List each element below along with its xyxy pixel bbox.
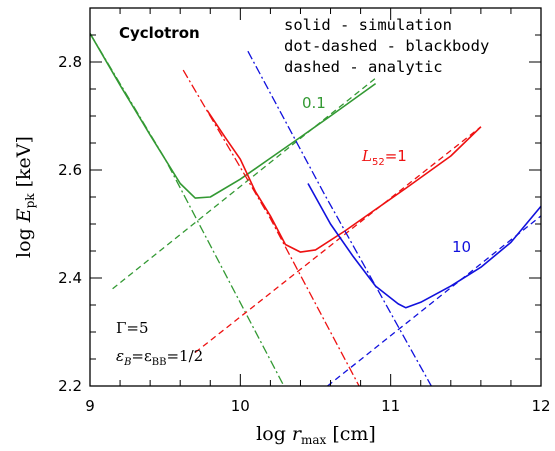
series-green-simulation-line (90, 32, 377, 199)
x-tick-label-12: 12 (531, 397, 550, 415)
y-axis-label: log Epk [keV] (13, 136, 37, 258)
series-red-blackbody-line (182, 69, 360, 386)
series-blue-analytic-line (327, 215, 541, 386)
x-tick-label-9: 9 (85, 397, 95, 415)
chart-title: Cyclotron (119, 24, 200, 42)
curve-label-red: L52=1 (361, 147, 407, 168)
curve-label-blue: 10 (452, 238, 471, 256)
y-tick-label-2.6: 2.6 (58, 161, 82, 179)
x-axis-label: log rmax [cm] (256, 423, 376, 447)
series-blue-simulation-line (307, 183, 541, 309)
param-gamma: Γ=5 (116, 319, 149, 337)
series-blue-blackbody-line (247, 50, 432, 386)
curve-label-green: 0.1 (302, 94, 326, 112)
legend-line-dashed: dashed - analytic (284, 58, 443, 76)
series-red-simulation-line (206, 110, 482, 253)
y-tick-label-2.2: 2.2 (58, 377, 82, 395)
series-green-analytic-line (112, 77, 377, 290)
y-tick-label-2.8: 2.8 (58, 53, 82, 71)
x-tick-label-10: 10 (231, 397, 250, 415)
legend-line-solid: solid - simulation (284, 16, 452, 34)
legend-line-dot-dashed: dot-dashed - blackbody (284, 37, 489, 55)
series-red-analytic-line (194, 126, 482, 354)
param-epsilon: εB=εBB=1/2 (116, 347, 203, 368)
series-layer (90, 32, 541, 386)
y-tick-label-2.4: 2.4 (58, 269, 82, 287)
x-tick-label-11: 11 (381, 397, 400, 415)
ticks-layer (89, 7, 542, 387)
